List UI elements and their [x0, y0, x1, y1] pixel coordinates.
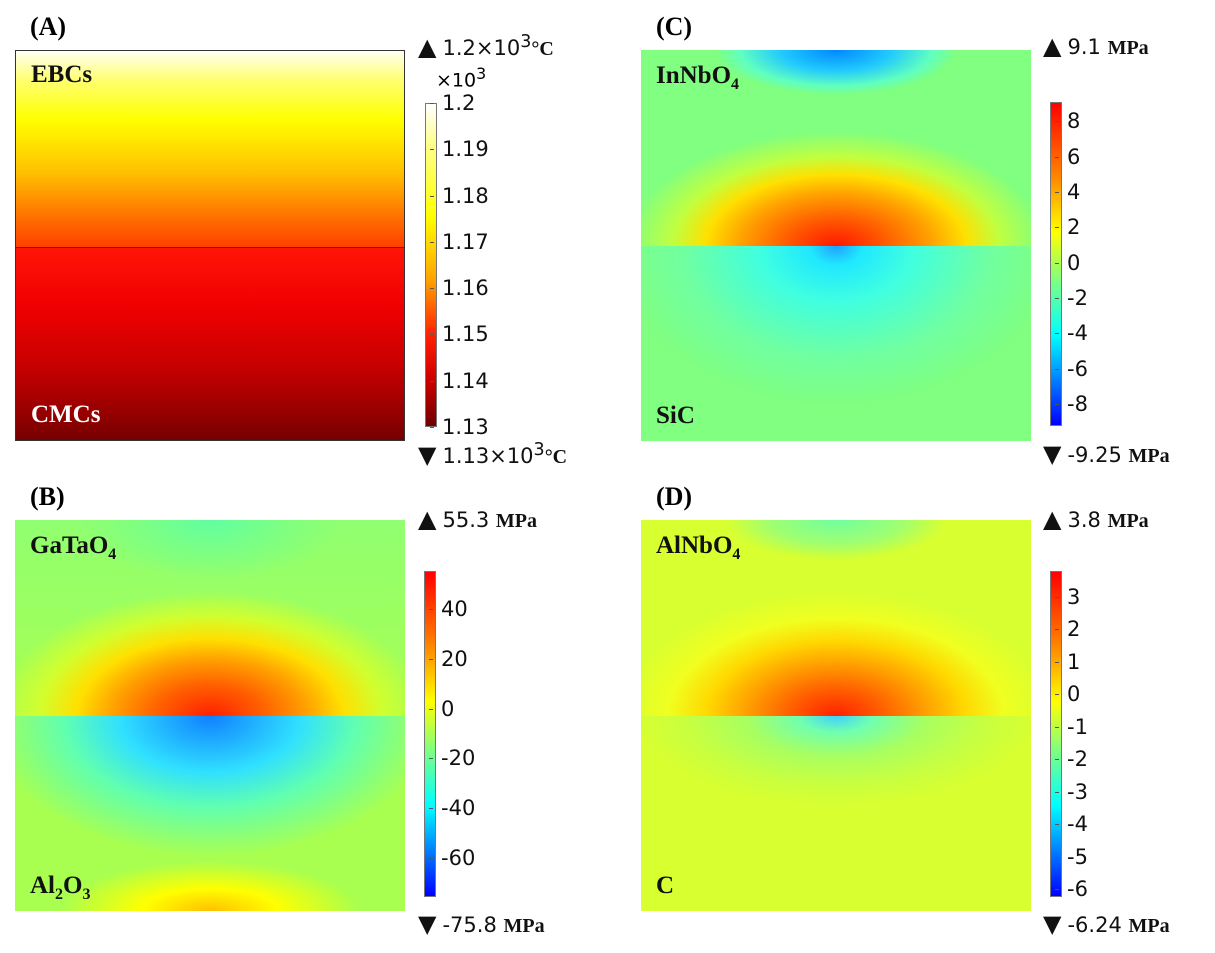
max-triangle-icon: ▲ — [418, 33, 437, 61]
min-triangle-icon: ▼ — [1043, 910, 1062, 938]
coating-region — [641, 520, 1031, 716]
max-triangle-icon: ▲ — [418, 505, 437, 533]
material-label-cmcs: CMCs — [31, 401, 101, 428]
min-value-d: ▼ -6.24 MPa — [1043, 910, 1170, 938]
colorbar-tick-label: 1.2 — [429, 91, 476, 115]
colorbar-tick-label: 4 — [1054, 180, 1081, 205]
min-value-c: ▼ -9.25 MPa — [1043, 440, 1170, 468]
material-label-top-b: GaTaO4 — [30, 532, 117, 563]
min-triangle-icon: ▼ — [1043, 440, 1062, 468]
ebc-layer — [16, 51, 404, 247]
stress-field-d: AlNbO4 C — [641, 520, 1031, 911]
material-label-top-d: AlNbO4 — [656, 532, 741, 563]
material-label-ebcs: EBCs — [31, 61, 93, 88]
colorbar-tick-label: -8 — [1055, 391, 1088, 416]
colorbar-tick-label: 2 — [1054, 617, 1081, 642]
stress-field-b: GaTaO4 Al2O3 — [15, 520, 405, 911]
colorbar-tick-label: 1.17 — [430, 229, 489, 254]
substrate-region — [15, 716, 405, 911]
colorbar-tick-label: 0 — [428, 696, 455, 721]
colorbar-tick-label: -3 — [1055, 779, 1088, 804]
colorbar-tick-label: 2 — [1054, 215, 1081, 240]
colorbar-tick-label: 6 — [1054, 144, 1081, 169]
material-label-bottom-c: SiC — [656, 402, 695, 429]
stress-field-c: InNbO4 SiC — [641, 50, 1031, 441]
colorbar-d — [1050, 571, 1062, 897]
colorbar-tick-label: 3 — [1054, 584, 1081, 609]
min-triangle-icon: ▼ — [418, 910, 437, 938]
colorbar-tick-label: 1.16 — [430, 276, 489, 301]
material-label-bottom-b: Al2O3 — [30, 872, 91, 903]
coating-region — [15, 520, 405, 716]
max-value-d: ▲ 3.8 MPa — [1043, 505, 1149, 533]
substrate-region — [641, 716, 1031, 911]
max-triangle-icon: ▲ — [1043, 32, 1062, 60]
colorbar-tick-label: -4 — [1055, 812, 1088, 837]
colorbar-tick-label: 20 — [429, 646, 468, 671]
colorbar-tick-label: 8 — [1054, 109, 1081, 134]
max-value-a: ▲ 1.2×103°C — [418, 32, 554, 61]
colorbar-tick-label: -6 — [1055, 356, 1088, 381]
max-value-c: ▲ 9.1 MPa — [1043, 32, 1149, 60]
colorbar-tick-label: 1.18 — [430, 183, 489, 208]
colorbar-tick-label: 1.19 — [430, 137, 489, 162]
panel-label-a: (A) — [30, 12, 67, 41]
colorbar-tick-label: -1 — [1055, 714, 1088, 739]
colorbar-tick-label: -40 — [428, 795, 476, 820]
cmc-layer — [16, 247, 404, 440]
material-label-bottom-d: C — [656, 872, 675, 899]
colorbar-tick-label: -60 — [428, 845, 476, 870]
colorbar-a — [425, 103, 437, 427]
colorbar-tick-label: 1 — [1054, 649, 1081, 674]
colorbar-c — [1050, 102, 1062, 426]
panel-label-b: (B) — [30, 482, 65, 511]
coating-region — [641, 50, 1031, 246]
colorbar-tick-label: -6 — [1055, 877, 1088, 902]
colorbar-tick-label: 1.15 — [430, 322, 489, 347]
colorbar-tick-label: 1.14 — [430, 368, 489, 393]
material-label-top-c: InNbO4 — [656, 62, 740, 93]
colorbar-tick-label: -2 — [1055, 285, 1088, 310]
colorbar-tick-label: 0 — [1054, 250, 1081, 275]
temperature-field-a: EBCs CMCs — [15, 50, 405, 441]
colorbar-tick-label: -2 — [1055, 747, 1088, 772]
panel-label-d: (D) — [656, 482, 693, 511]
colorbar-tick-label: -20 — [428, 746, 476, 771]
min-value-b: ▼ -75.8 MPa — [418, 910, 545, 938]
min-triangle-icon: ▼ — [418, 441, 437, 469]
max-value-b: ▲ 55.3 MPa — [418, 505, 538, 533]
colorbar-tick-label: 1.13 — [430, 415, 489, 439]
colorbar-b — [424, 571, 436, 897]
colorbar-tick-label: 0 — [1054, 682, 1081, 707]
colorbar-multiplier-a: ×103 — [436, 64, 487, 92]
colorbar-tick-label: 40 — [429, 597, 468, 622]
panel-label-c: (C) — [656, 12, 693, 41]
substrate-region — [641, 246, 1031, 441]
min-value-a: ▼ 1.13×103°C — [418, 440, 568, 469]
max-triangle-icon: ▲ — [1043, 505, 1062, 533]
colorbar-tick-label: -4 — [1055, 321, 1088, 346]
colorbar-tick-label: -5 — [1055, 844, 1088, 869]
